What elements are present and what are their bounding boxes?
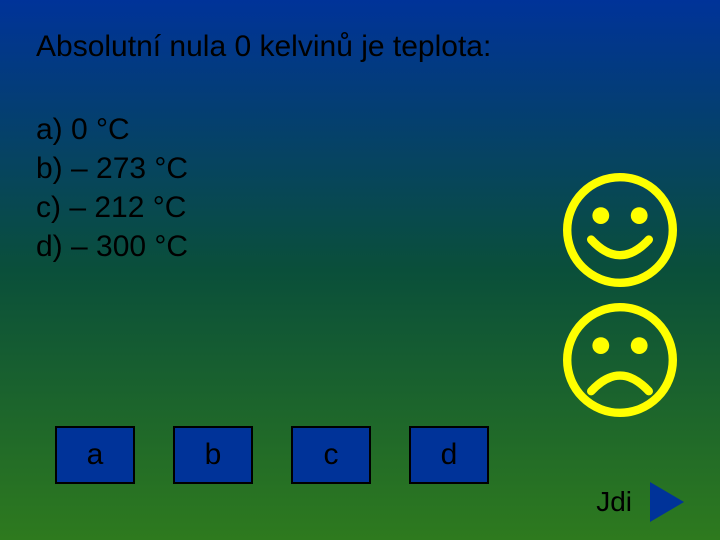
answer-options-list: a) 0 °C b) – 273 °C c) – 212 °C d) – 300… — [36, 110, 188, 266]
next-arrow-icon[interactable] — [650, 482, 684, 522]
quiz-slide: Absolutní nula 0 kelvinů je teplota: a) … — [0, 0, 720, 540]
answer-button-d[interactable]: d — [409, 426, 489, 484]
answer-button-c[interactable]: c — [291, 426, 371, 484]
smile-face-icon — [560, 170, 680, 290]
next-nav: Jdi — [596, 482, 684, 522]
next-label: Jdi — [596, 486, 632, 518]
option-c: c) – 212 °C — [36, 188, 188, 227]
option-b: b) – 273 °C — [36, 149, 188, 188]
feedback-faces — [560, 170, 680, 420]
frown-face-icon — [560, 300, 680, 420]
option-d: d) – 300 °C — [36, 227, 188, 266]
option-a: a) 0 °C — [36, 110, 188, 149]
question-text: Absolutní nula 0 kelvinů je teplota: — [36, 28, 491, 66]
answer-button-row: a b c d — [55, 426, 489, 484]
answer-button-a[interactable]: a — [55, 426, 135, 484]
answer-button-b[interactable]: b — [173, 426, 253, 484]
